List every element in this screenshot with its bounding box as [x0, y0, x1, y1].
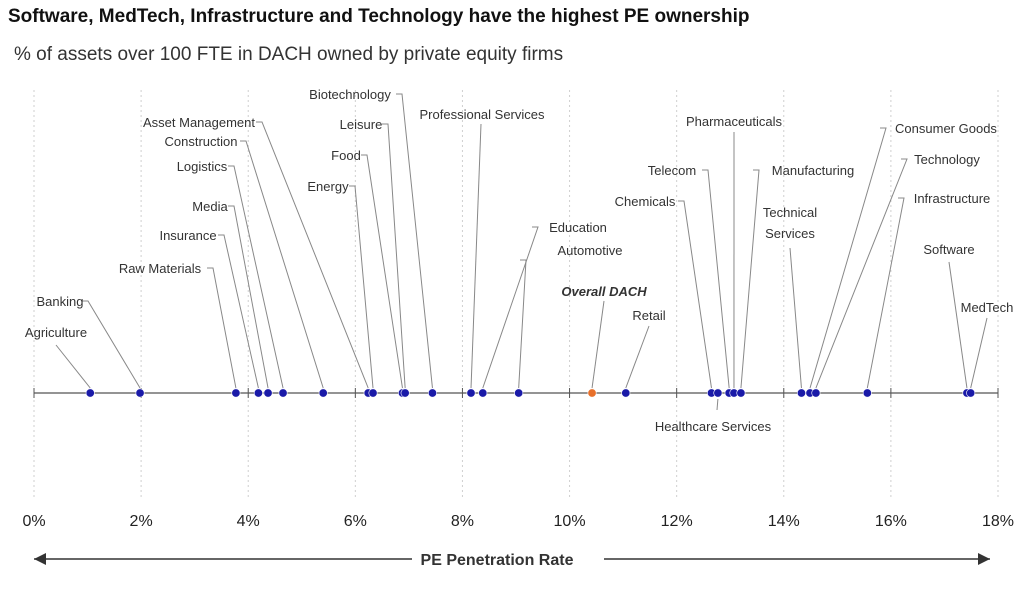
- point-label-automotive: Automotive: [557, 243, 622, 258]
- x-axis-label: PE Penetration Rate: [421, 552, 574, 569]
- point-construction: [318, 388, 328, 398]
- leader-line-agriculture: [55, 344, 91, 389]
- point-label-medtech: MedTech: [961, 300, 1014, 315]
- point-professional-services: [466, 388, 476, 398]
- x-tick-label: 12%: [661, 513, 693, 530]
- point-agriculture: [85, 388, 95, 398]
- x-tick-label: 18%: [982, 513, 1014, 530]
- x-tick-label: 6%: [344, 513, 367, 530]
- x-tick-label: 4%: [237, 513, 260, 530]
- point-label-infrastructure: Infrastructure: [914, 191, 991, 206]
- leader-line-infrastructure: [866, 197, 905, 389]
- leader-line-media: [228, 205, 269, 389]
- leader-line-asset-management: [256, 121, 369, 389]
- leader-line-banking: [82, 300, 141, 389]
- leader-line-food: [361, 154, 403, 389]
- point-insurance: [253, 388, 263, 398]
- x-tick-label: 8%: [451, 513, 474, 530]
- leader-line-automotive: [518, 259, 527, 389]
- point-education: [478, 388, 488, 398]
- point-automotive: [514, 388, 524, 398]
- point-label-overall-dach: Overall DACH: [561, 284, 647, 299]
- point-label-raw-materials: Raw Materials: [119, 261, 202, 276]
- leader-line-energy: [349, 185, 374, 389]
- point-label-leisure: Leisure: [340, 117, 383, 132]
- point-label-technical-services: Technical Services: [763, 205, 817, 241]
- point-label-software: Software: [923, 242, 974, 257]
- point-label-biotechnology: Biotechnology: [309, 87, 391, 102]
- leader-line-insurance: [218, 234, 259, 389]
- leader-line-software: [948, 261, 968, 389]
- leader-line-education: [482, 226, 539, 389]
- point-manufacturing: [736, 388, 746, 398]
- x-tick-label: 10%: [554, 513, 586, 530]
- x-tick-label: 0%: [22, 513, 45, 530]
- leader-line-logistics: [228, 165, 284, 389]
- point-label-chemicals: Chemicals: [615, 194, 676, 209]
- leader-line-biotechnology: [396, 93, 433, 389]
- point-energy: [368, 388, 378, 398]
- point-label-food: Food: [331, 148, 361, 163]
- point-label-manufacturing: Manufacturing: [772, 163, 854, 178]
- point-overall-dach: [587, 388, 597, 398]
- point-logistics: [278, 388, 288, 398]
- point-label-retail: Retail: [632, 308, 665, 323]
- point-technology: [811, 388, 821, 398]
- point-label-telecom: Telecom: [648, 163, 696, 178]
- point-medtech: [966, 388, 976, 398]
- chart-subtitle: % of assets over 100 FTE in DACH owned b…: [14, 44, 564, 65]
- point-biotechnology: [427, 388, 437, 398]
- leader-line-telecom: [702, 169, 730, 389]
- point-healthcare-services: [713, 388, 723, 398]
- x-tick-label: 16%: [875, 513, 907, 530]
- leader-line-technology: [815, 158, 908, 389]
- chart-title: Software, MedTech, Infrastructure and Te…: [8, 6, 750, 27]
- point-label-banking: Banking: [37, 294, 84, 309]
- leader-line-raw-materials: [207, 267, 237, 389]
- point-label-pharmaceuticals: Pharmaceuticals: [686, 114, 783, 129]
- leader-line-professional-services: [470, 123, 482, 389]
- point-media: [263, 388, 273, 398]
- leader-line-healthcare-services: [716, 398, 719, 411]
- point-raw-materials: [231, 388, 241, 398]
- point-label-healthcare-services: Healthcare Services: [655, 419, 772, 434]
- leader-line-construction: [240, 140, 324, 389]
- point-label-agriculture: Agriculture: [25, 325, 87, 340]
- leader-line-medtech: [970, 317, 988, 389]
- leader-line-retail: [625, 325, 650, 389]
- leader-line-consumer-goods: [809, 127, 887, 389]
- leader-line-chemicals: [678, 200, 712, 389]
- point-label-professional-services: Professional Services: [420, 107, 545, 122]
- leader-line-overall-dach: [591, 300, 605, 389]
- point-label-insurance: Insurance: [159, 228, 216, 243]
- point-infrastructure: [862, 388, 872, 398]
- point-retail: [621, 388, 631, 398]
- point-label-construction: Construction: [165, 134, 238, 149]
- point-label-media: Media: [192, 199, 228, 214]
- x-tick-label: 14%: [768, 513, 800, 530]
- point-label-energy: Energy: [307, 179, 349, 194]
- point-technical-services: [796, 388, 806, 398]
- point-label-education: Education: [549, 220, 607, 235]
- point-label-technology: Technology: [914, 152, 980, 167]
- leader-line-leisure: [382, 123, 406, 389]
- point-label-consumer-goods: Consumer Goods: [895, 121, 997, 136]
- point-banking: [135, 388, 145, 398]
- x-tick-label: 2%: [130, 513, 153, 530]
- leader-line-manufacturing: [740, 169, 760, 389]
- point-label-logistics: Logistics: [177, 159, 228, 174]
- point-leisure: [400, 388, 410, 398]
- point-label-asset-management: Asset Management: [143, 115, 255, 130]
- leader-line-technical-services: [789, 247, 802, 389]
